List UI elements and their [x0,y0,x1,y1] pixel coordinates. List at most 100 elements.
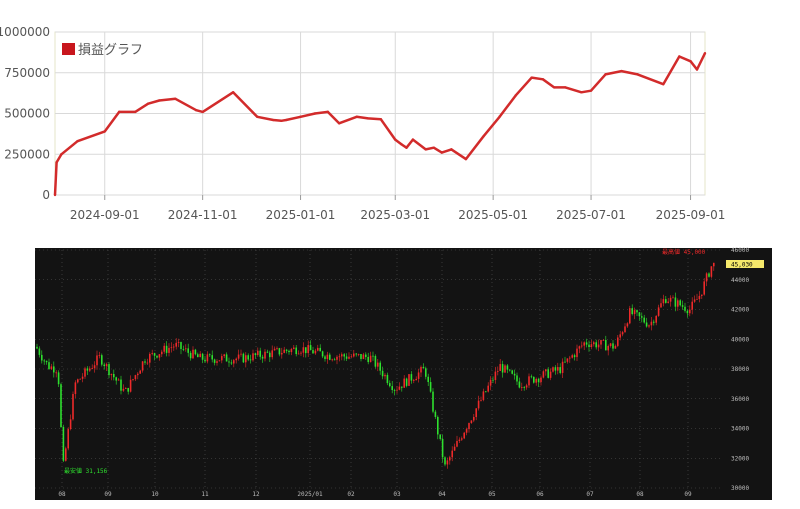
candle-body [708,273,710,277]
candle-body [211,355,213,360]
candle-body [449,457,451,461]
candlestick-chart: 46000 44000 42000 40000 38000 36000 34000 32000… [35,247,772,500]
candle-body [552,367,554,372]
y-axis: 0 250000 500000 750000 1000000 [0,25,50,202]
series-line [53,52,707,196]
candle-body [494,371,497,381]
candle-body [333,359,336,361]
candle-body [189,352,192,359]
candle-body [331,359,333,361]
y-tick-label: 30000 [731,485,749,492]
candle-body [588,344,590,347]
candle-body [216,361,218,363]
candle-body [633,310,636,315]
candle-body [125,387,127,389]
candle-body [199,353,201,358]
candle-body [403,378,405,388]
candle-body [542,371,545,378]
candle-body [269,352,271,358]
candle-body [662,299,665,304]
candle-body [590,344,593,347]
x-tick-label: 2024-11-01 [168,208,238,222]
candle-body [117,379,120,381]
data-point [313,112,317,115]
x-tick-label: 2025-07-01 [556,208,626,222]
candle-body [549,371,552,378]
candle-body [672,297,674,299]
candle-body [93,365,96,369]
candle-body [343,354,345,357]
candle-body [108,364,110,376]
candle-body [499,364,501,372]
candle-body [377,362,379,367]
y-tick-label: 42000 [731,307,749,314]
y-tick-label: 250000 [4,147,50,161]
candle-body [703,281,705,295]
candle-body [446,460,449,465]
candle-body [96,355,98,366]
candle-body [626,323,629,327]
candle-body [297,353,300,355]
candle-body [427,376,429,383]
x-tick-label: 10 [151,491,159,498]
y-tick-label: 34000 [731,426,749,433]
candle-body [389,383,391,387]
candle-body [439,434,441,439]
last-price-box [726,260,764,268]
candle-body [65,448,67,461]
candle-body [336,356,338,360]
candle-body [245,355,247,363]
candle-body [413,380,415,381]
candle-body [161,351,163,355]
x-tick-label: 11 [201,491,209,498]
candle-body [463,432,465,439]
candle-body [305,347,307,354]
candle-body [353,353,355,357]
candle-body [122,388,125,391]
candle-body [192,349,194,359]
candle-body [372,355,374,357]
candle-body [329,354,331,360]
candle-body [312,350,314,354]
data-point [158,99,161,102]
candle-body [113,373,115,378]
candle-body [264,351,266,359]
candle-body [667,301,669,303]
candle-body [261,356,264,359]
candle-body [513,373,516,376]
candle-body [350,356,353,358]
candle-body [146,362,149,364]
x-tick-label: 2025-03-01 [360,208,430,222]
candle-body [237,354,240,359]
candle-body [600,340,602,345]
last-price-label: 45,030 [731,262,753,269]
candle-body [705,273,708,282]
data-point [564,86,567,89]
data-point [482,135,485,138]
candle-body [221,356,223,361]
x-tick-label: 05 [488,491,496,498]
data-point [530,76,533,79]
candle-body [67,429,69,449]
candle-body [98,355,101,356]
y-tick-label: 32000 [731,455,749,462]
candles-group [36,262,715,469]
candle-body [168,347,170,353]
candle-body [185,348,187,350]
y-tick-label: 44000 [731,277,749,284]
candle-body [242,353,245,363]
candle-body [470,420,473,424]
candle-body [48,362,50,370]
candle-body [516,375,518,382]
x-tick-label: 04 [438,491,446,498]
candle-body [302,347,305,353]
legend-label: 損益グラフ [78,43,143,58]
candle-body [485,391,487,393]
x-tick-label: 2025/01 [297,491,323,498]
data-point [695,68,699,71]
candle-body [398,386,401,390]
candle-body [576,348,578,358]
data-point [432,146,435,149]
candle-body [348,356,350,359]
data-point [411,138,415,141]
